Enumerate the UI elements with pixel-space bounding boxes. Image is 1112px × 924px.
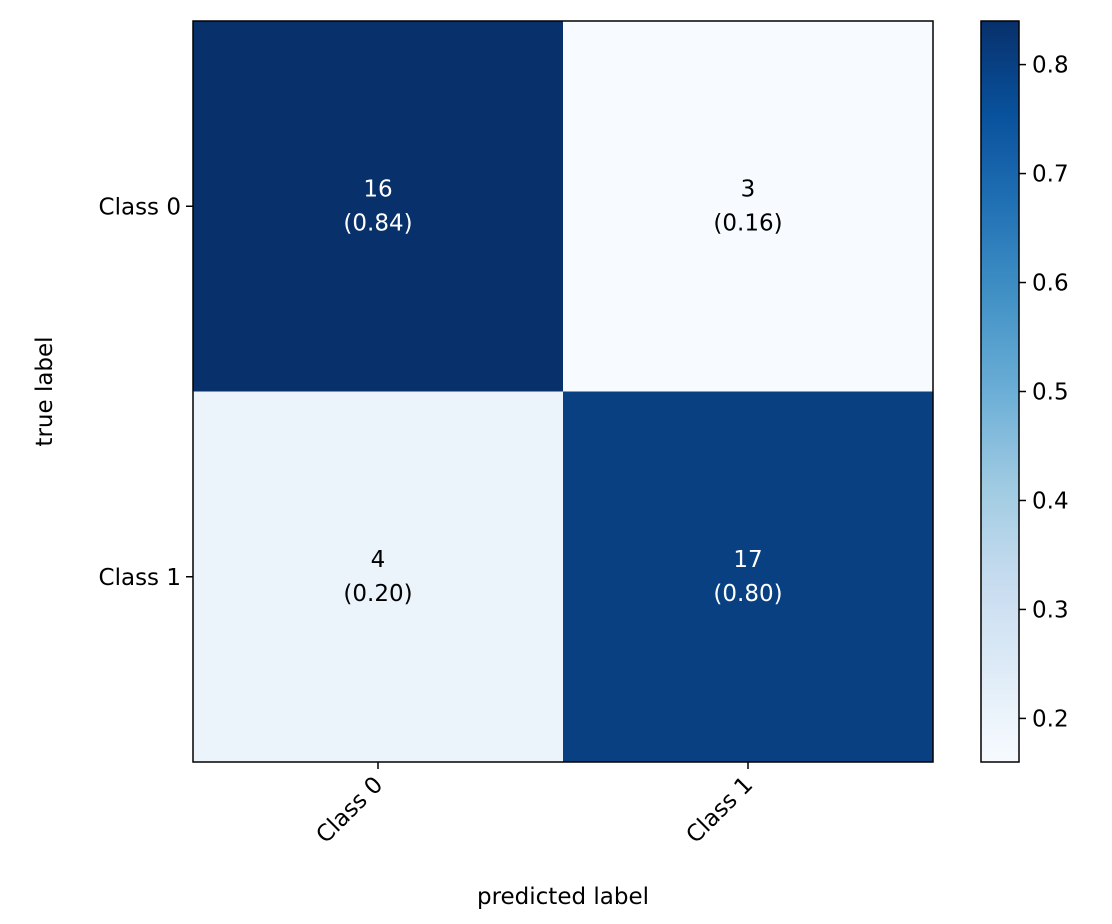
- x-tick-label: Class 1: [682, 772, 759, 849]
- heatmap-cell-labels: 16 (0.84) 3 (0.16) 4 (0.20) 17 (0.80): [343, 176, 782, 607]
- heatmap-cell: [193, 391, 563, 762]
- cell-count-label: 17: [733, 547, 762, 573]
- cell-count-label: 16: [363, 176, 392, 202]
- colorbar-tick-label: 0.6: [1032, 271, 1069, 297]
- colorbar-tick-label: 0.7: [1032, 162, 1069, 188]
- colorbar-tick-label: 0.2: [1032, 706, 1069, 732]
- y-tick-label: Class 0: [99, 194, 181, 220]
- y-axis-label: true label: [32, 336, 58, 446]
- heatmap-cell: [193, 21, 563, 392]
- cell-fraction-label: (0.80): [713, 581, 782, 607]
- heatmap-cells: [193, 21, 933, 762]
- colorbar-tick-label: 0.5: [1032, 380, 1069, 406]
- y-tick-label: Class 1: [99, 565, 181, 591]
- heatmap-cell: [563, 21, 933, 392]
- x-axis-ticks: Class 0 Class 1: [312, 762, 759, 849]
- colorbar-tick-label: 0.4: [1032, 488, 1069, 514]
- colorbar-ticks: 0.2 0.3 0.4 0.5 0.6 0.7 0.8: [1019, 53, 1069, 732]
- cell-fraction-label: (0.20): [343, 581, 412, 607]
- plot-frame: [192, 20, 934, 763]
- x-tick-label: Class 0: [312, 772, 389, 849]
- colorbar-tick-label: 0.3: [1032, 597, 1069, 623]
- y-axis-ticks: Class 0 Class 1: [99, 194, 193, 591]
- x-axis-label: predicted label: [477, 884, 649, 910]
- heatmap-cell: [563, 391, 933, 762]
- colorbar: [980, 20, 1020, 763]
- cell-count-label: 4: [371, 547, 386, 573]
- colorbar-tick-label: 0.8: [1032, 53, 1069, 79]
- cell-count-label: 3: [741, 176, 756, 202]
- cell-fraction-label: (0.84): [343, 210, 412, 236]
- cell-fraction-label: (0.16): [713, 210, 782, 236]
